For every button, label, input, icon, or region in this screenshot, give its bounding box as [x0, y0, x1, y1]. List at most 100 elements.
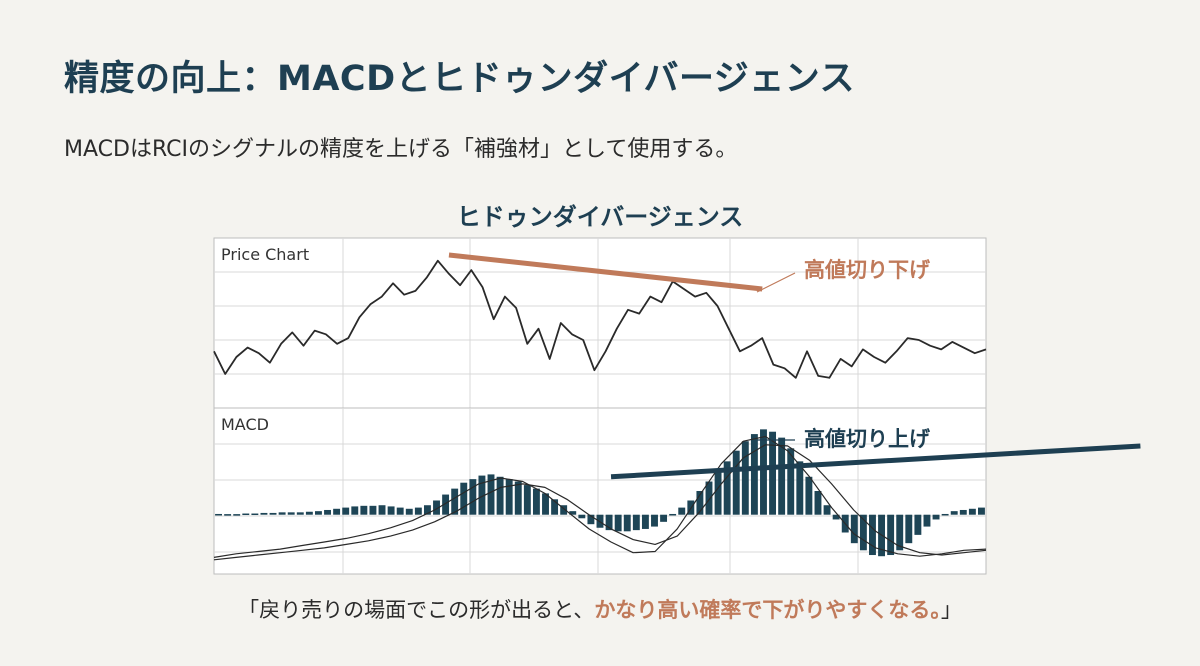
histogram-bar [569, 511, 577, 515]
signal-line [213, 444, 987, 561]
histogram-bar [660, 514, 668, 522]
histogram-bar [451, 488, 459, 515]
histogram-bar [342, 507, 350, 515]
histogram-bar [369, 505, 377, 515]
histogram-bar [269, 512, 277, 515]
histogram-bar [787, 448, 795, 515]
histogram-bar [614, 514, 622, 532]
histogram-bar [805, 476, 813, 515]
histogram-bar [478, 475, 486, 515]
histogram-bar [678, 507, 686, 515]
histogram-bar [696, 491, 704, 515]
price-panel: Price Chart 高値切り下げ [213, 237, 987, 409]
histogram-bar [405, 508, 413, 515]
histogram-bar [814, 491, 822, 515]
histogram-bar [896, 514, 904, 551]
histogram-bar [623, 514, 631, 532]
histogram-bar [260, 512, 268, 515]
histogram-bar [923, 514, 931, 527]
macd-trendline [610, 443, 1141, 480]
histogram-bar [396, 507, 404, 515]
page-subtitle: MACDはRCIのシグナルの精度を上げる「補強材」として使用する。 [64, 137, 738, 162]
histogram-bar [496, 476, 504, 515]
histogram-bar [442, 494, 450, 515]
conclusion-note: 「戻り売りの場面でこの形が出ると、かなり高い確率で下がりやすくなる。」 [0, 594, 1200, 624]
histogram-bar [741, 441, 749, 515]
histogram-bar [287, 512, 295, 515]
histogram-bar [314, 511, 322, 515]
page-title: 精度の向上：MACDとヒドゥンダイバージェンス [64, 59, 856, 99]
price-line [213, 259, 987, 379]
price-trendline [448, 252, 763, 292]
histogram-bar [705, 481, 713, 515]
histogram-bar [532, 488, 540, 515]
histogram-bar [551, 499, 559, 515]
histogram-bar [414, 507, 422, 515]
note-highlight: かなり高い確率で下がりやすくなる。 [594, 598, 941, 622]
histogram-bar [224, 514, 232, 516]
histogram-bar [732, 450, 740, 515]
histogram-bar [914, 514, 922, 535]
macd-panel: MACD 高値切り上げ [213, 407, 1141, 575]
histogram-bar [423, 505, 431, 515]
histogram-bar [360, 505, 368, 515]
histogram-bar [778, 437, 786, 515]
price-annotation: 高値切り下げ [804, 258, 931, 282]
histogram-bar [823, 505, 831, 515]
histogram-bar [950, 511, 958, 515]
macd-line [213, 435, 987, 558]
histogram-bar [233, 514, 241, 516]
histogram-bar [378, 505, 386, 515]
histogram-bar [859, 514, 867, 551]
histogram-bar [905, 514, 913, 544]
histogram-bar [760, 429, 767, 515]
histogram-bar [523, 485, 531, 515]
chart-title: ヒドゥンダイバージェンス [456, 203, 744, 231]
histogram-bar [542, 493, 549, 515]
histogram-bar [469, 479, 477, 515]
histogram-bar [433, 500, 440, 515]
price-panel-label: Price Chart [221, 245, 309, 264]
macd-annotation: 高値切り上げ [804, 427, 931, 451]
histogram-bar [959, 509, 967, 515]
histogram-bar [560, 505, 568, 515]
histogram-bar [505, 479, 513, 515]
histogram-bar [215, 513, 222, 516]
histogram-bar [251, 513, 259, 516]
histogram-bar [968, 508, 976, 515]
histogram-bar [296, 512, 304, 515]
histogram-bar [850, 514, 858, 544]
histogram-bar [605, 514, 613, 531]
histogram-bar [514, 481, 522, 515]
histogram-bar [587, 514, 595, 525]
histogram-bar [305, 511, 313, 515]
histogram-bar [832, 514, 840, 520]
price-annotation-pointer [756, 272, 796, 293]
note-suffix: 」 [940, 598, 962, 622]
histogram-bar [324, 509, 331, 515]
histogram-bar [632, 514, 640, 531]
histogram-bar [651, 514, 658, 527]
histogram-bar [769, 431, 777, 515]
histogram-bar [869, 514, 876, 556]
macd-panel-label: MACD [221, 415, 269, 434]
histogram-bar [978, 507, 985, 515]
macd-histogram [215, 429, 985, 557]
histogram-bar [242, 513, 250, 516]
histogram-bar [941, 513, 949, 516]
price-grid [214, 238, 986, 408]
histogram-bar [351, 506, 359, 515]
note-prefix: 「戻り売りの場面でこの形が出ると、 [238, 598, 595, 622]
histogram-bar [714, 472, 722, 515]
histogram-bar [796, 461, 804, 515]
histogram-bar [487, 474, 495, 515]
histogram-bar [278, 512, 286, 515]
histogram-bar [333, 508, 341, 515]
histogram-bar [723, 461, 731, 515]
histogram-bar [460, 482, 468, 515]
histogram-bar [578, 514, 586, 519]
histogram-bar [387, 506, 395, 515]
histogram-bar [887, 514, 895, 556]
histogram-bar [932, 514, 940, 520]
